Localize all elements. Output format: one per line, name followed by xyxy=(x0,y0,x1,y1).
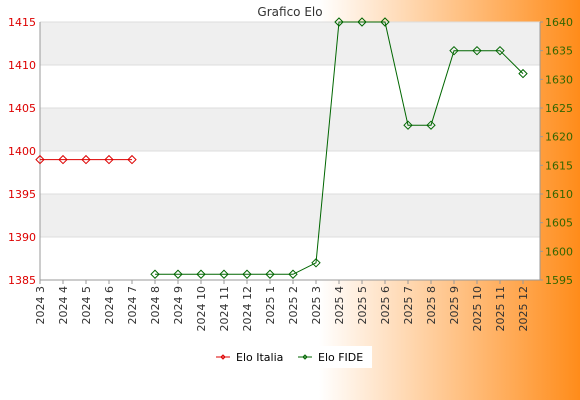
x-tick-label: 2025 1 xyxy=(264,286,277,325)
left-tick-label: 1415 xyxy=(8,16,36,29)
x-tick-label: 2024 8 xyxy=(149,286,162,325)
legend-label: Elo Italia xyxy=(236,351,283,364)
data-point xyxy=(58,154,68,165)
x-tick-label: 2025 10 xyxy=(471,286,484,332)
x-tick-label: 2025 6 xyxy=(379,286,392,325)
data-point xyxy=(219,269,229,279)
data-point xyxy=(242,269,252,279)
right-tick-label: 1620 xyxy=(545,131,573,144)
right-tick-label: 1600 xyxy=(545,245,573,258)
x-tick-label: 2024 4 xyxy=(57,286,70,325)
x-tick-label: 2025 11 xyxy=(494,286,507,332)
right-tick-label: 1640 xyxy=(545,16,573,29)
left-tick-label: 1395 xyxy=(8,188,36,201)
chart-title: Grafico Elo xyxy=(257,5,322,19)
left-tick-label: 1390 xyxy=(8,231,36,244)
data-point xyxy=(449,45,459,56)
data-point xyxy=(173,269,183,279)
right-tick-label: 1610 xyxy=(545,188,573,201)
data-point xyxy=(426,120,436,130)
legend: Elo Italia Elo FIDE xyxy=(210,346,372,368)
x-tick-label: 2025 7 xyxy=(402,286,415,325)
data-point xyxy=(265,269,275,279)
left-tick-label: 1410 xyxy=(8,59,36,72)
x-tick-label: 2025 5 xyxy=(356,286,369,325)
legend-marker xyxy=(220,354,226,360)
x-tick-label: 2024 5 xyxy=(80,286,93,325)
x-tick-label: 2024 7 xyxy=(126,286,139,325)
right-tick-label: 1630 xyxy=(545,73,573,86)
x-tick-label: 2024 12 xyxy=(241,286,254,332)
x-tick-label: 2025 8 xyxy=(425,286,438,325)
legend-marker xyxy=(302,354,308,360)
x-tick-label: 2024 11 xyxy=(218,286,231,332)
x-tick-label: 2024 6 xyxy=(103,286,116,325)
right-tick-label: 1605 xyxy=(545,217,573,230)
legend-box xyxy=(210,346,372,368)
data-point xyxy=(311,258,321,268)
right-tick-label: 1635 xyxy=(545,45,573,58)
data-point xyxy=(81,154,91,165)
x-tick-label: 2025 12 xyxy=(517,286,530,332)
left-tick-label: 1405 xyxy=(8,102,36,115)
plot-band xyxy=(40,22,540,65)
data-point xyxy=(35,154,45,165)
data-point xyxy=(288,269,298,279)
x-tick-label: 2025 2 xyxy=(287,286,300,325)
data-point xyxy=(495,45,505,56)
data-point xyxy=(380,17,390,27)
data-point xyxy=(196,269,206,279)
data-point xyxy=(127,154,137,165)
right-tick-label: 1625 xyxy=(545,102,573,115)
data-point xyxy=(472,45,482,56)
x-tick-label: 2025 9 xyxy=(448,286,461,325)
right-tick-label: 1615 xyxy=(545,159,573,172)
x-tick-label: 2024 10 xyxy=(195,286,208,332)
plot-band xyxy=(40,108,540,151)
legend-label: Elo FIDE xyxy=(318,351,363,364)
right-tick-label: 1595 xyxy=(545,274,573,287)
plot-band xyxy=(40,194,540,237)
left-tick-label: 1400 xyxy=(8,145,36,158)
x-tick-label: 2024 9 xyxy=(172,286,185,325)
x-tick-label: 2025 4 xyxy=(333,286,346,325)
data-point xyxy=(357,17,367,27)
data-point xyxy=(403,120,413,130)
data-point xyxy=(150,269,160,279)
data-point xyxy=(334,17,344,27)
data-point xyxy=(104,154,114,165)
series-line xyxy=(155,21,524,275)
data-point xyxy=(518,68,528,79)
x-tick-label: 2024 3 xyxy=(34,286,47,325)
left-tick-label: 1385 xyxy=(8,274,36,287)
x-tick-label: 2025 3 xyxy=(310,286,323,325)
